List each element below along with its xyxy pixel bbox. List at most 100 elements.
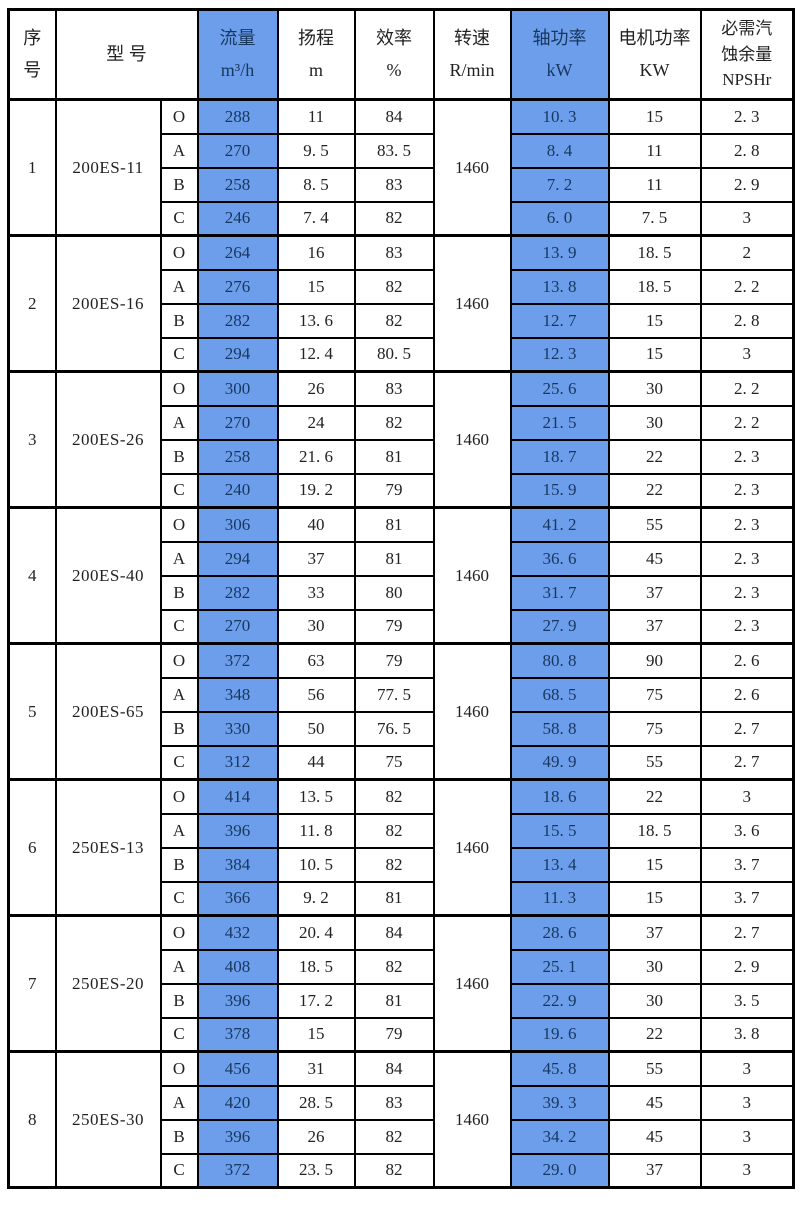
motor-power-cell: 18. 5: [607, 812, 702, 849]
impeller-grade-cell: B: [159, 574, 199, 611]
flow-rate-cell: 282: [196, 302, 279, 339]
impeller-grade-cell: C: [159, 472, 199, 509]
motor-power-cell: 37: [607, 574, 702, 611]
motor-power-cell: 22: [607, 1016, 702, 1053]
table-row: A 270 9. 5 83. 5 8. 4 11 2. 8: [9, 132, 795, 169]
flow-rate-cell: 432: [196, 914, 279, 951]
impeller-grade-cell: C: [159, 744, 199, 781]
npshr-cell: 2. 6: [699, 642, 795, 679]
npshr-cell: 3: [699, 1152, 795, 1189]
speed-cell: 1460: [432, 642, 512, 781]
motor-power-cell: 45: [607, 1084, 702, 1121]
efficiency-cell: 82: [353, 404, 435, 441]
flow-rate-cell: 270: [196, 404, 279, 441]
impeller-grade-cell: A: [159, 540, 199, 577]
impeller-grade-cell: A: [159, 676, 199, 713]
model-cell: 200ES-16: [54, 234, 162, 373]
motor-power-cell: 75: [607, 676, 702, 713]
npshr-cell: 2. 3: [699, 608, 795, 645]
impeller-grade-cell: B: [159, 982, 199, 1019]
npshr-cell: 2. 8: [699, 302, 795, 339]
head-cell: 13. 5: [276, 778, 356, 815]
serial-number-cell: 6: [7, 778, 57, 917]
head-cell: 20. 4: [276, 914, 356, 951]
efficiency-cell: 82: [353, 200, 435, 237]
efficiency-cell: 82: [353, 778, 435, 815]
shaft-power-cell: 28. 6: [509, 914, 610, 951]
flow-rate-cell: 294: [196, 336, 279, 373]
npshr-cell: 3: [699, 1118, 795, 1155]
table-row: B 282 13. 6 82 12. 7 15 2. 8: [9, 302, 795, 339]
shaft-power-cell: 6. 0: [509, 200, 610, 237]
header-motor-power: 电机功率 KW: [607, 8, 702, 101]
table-row: B 258 21. 6 81 18. 7 22 2. 3: [9, 438, 795, 475]
npshr-cell: 2. 2: [699, 268, 795, 305]
efficiency-cell: 82: [353, 302, 435, 339]
efficiency-cell: 76. 5: [353, 710, 435, 747]
shaft-power-cell: 39. 3: [509, 1084, 610, 1121]
efficiency-cell: 81: [353, 880, 435, 917]
table-row: B 384 10. 5 82 13. 4 15 3. 7: [9, 846, 795, 883]
speed-cell: 1460: [432, 234, 512, 373]
npshr-cell: 3. 7: [699, 846, 795, 883]
flow-rate-cell: 348: [196, 676, 279, 713]
shaft-power-cell: 41. 2: [509, 506, 610, 543]
flow-rate-cell: 300: [196, 370, 279, 407]
npshr-cell: 3: [699, 336, 795, 373]
shaft-power-cell: 31. 7: [509, 574, 610, 611]
motor-power-cell: 37: [607, 914, 702, 951]
head-cell: 17. 2: [276, 982, 356, 1019]
table-row: C 294 12. 4 80. 5 12. 3 15 3: [9, 336, 795, 373]
model-cell: 250ES-13: [54, 778, 162, 917]
head-cell: 7. 4: [276, 200, 356, 237]
table-row: B 330 50 76. 5 58. 8 75 2. 7: [9, 710, 795, 747]
header-shaft-power: 轴功率 kW: [509, 8, 610, 101]
shaft-power-cell: 8. 4: [509, 132, 610, 169]
head-cell: 10. 5: [276, 846, 356, 883]
flow-rate-cell: 408: [196, 948, 279, 985]
motor-power-cell: 37: [607, 608, 702, 645]
serial-number-cell: 5: [7, 642, 57, 781]
npshr-cell: 3. 7: [699, 880, 795, 917]
npshr-cell: 2. 6: [699, 676, 795, 713]
shaft-power-cell: 68. 5: [509, 676, 610, 713]
npshr-cell: 3. 8: [699, 1016, 795, 1053]
flow-rate-cell: 240: [196, 472, 279, 509]
table-row: C 312 44 75 49. 9 55 2. 7: [9, 744, 795, 781]
npshr-cell: 2. 3: [699, 438, 795, 475]
shaft-power-cell: 58. 8: [509, 710, 610, 747]
motor-power-cell: 22: [607, 778, 702, 815]
impeller-grade-cell: C: [159, 880, 199, 917]
efficiency-cell: 77. 5: [353, 676, 435, 713]
table-row: B 396 26 82 34. 2 45 3: [9, 1118, 795, 1155]
npshr-cell: 2. 3: [699, 98, 795, 135]
head-cell: 12. 4: [276, 336, 356, 373]
shaft-power-cell: 15. 5: [509, 812, 610, 849]
speed-cell: 1460: [432, 506, 512, 645]
impeller-grade-cell: C: [159, 1016, 199, 1053]
npshr-cell: 2. 9: [699, 948, 795, 985]
motor-power-cell: 11: [607, 132, 702, 169]
serial-number-cell: 8: [7, 1050, 57, 1189]
shaft-power-cell: 18. 7: [509, 438, 610, 475]
efficiency-cell: 81: [353, 506, 435, 543]
head-cell: 50: [276, 710, 356, 747]
shaft-power-cell: 10. 3: [509, 98, 610, 135]
efficiency-cell: 82: [353, 846, 435, 883]
flow-rate-cell: 372: [196, 1152, 279, 1189]
flow-rate-cell: 276: [196, 268, 279, 305]
shaft-power-cell: 13. 9: [509, 234, 610, 271]
head-cell: 33: [276, 574, 356, 611]
flow-rate-cell: 306: [196, 506, 279, 543]
head-cell: 9. 5: [276, 132, 356, 169]
model-cell: 250ES-20: [54, 914, 162, 1053]
head-cell: 13. 6: [276, 302, 356, 339]
serial-number-cell: 2: [7, 234, 57, 373]
head-cell: 9. 2: [276, 880, 356, 917]
table-row: C 270 30 79 27. 9 37 2. 3: [9, 608, 795, 645]
motor-power-cell: 15: [607, 336, 702, 373]
efficiency-cell: 82: [353, 1152, 435, 1189]
head-cell: 26: [276, 370, 356, 407]
speed-cell: 1460: [432, 1050, 512, 1189]
